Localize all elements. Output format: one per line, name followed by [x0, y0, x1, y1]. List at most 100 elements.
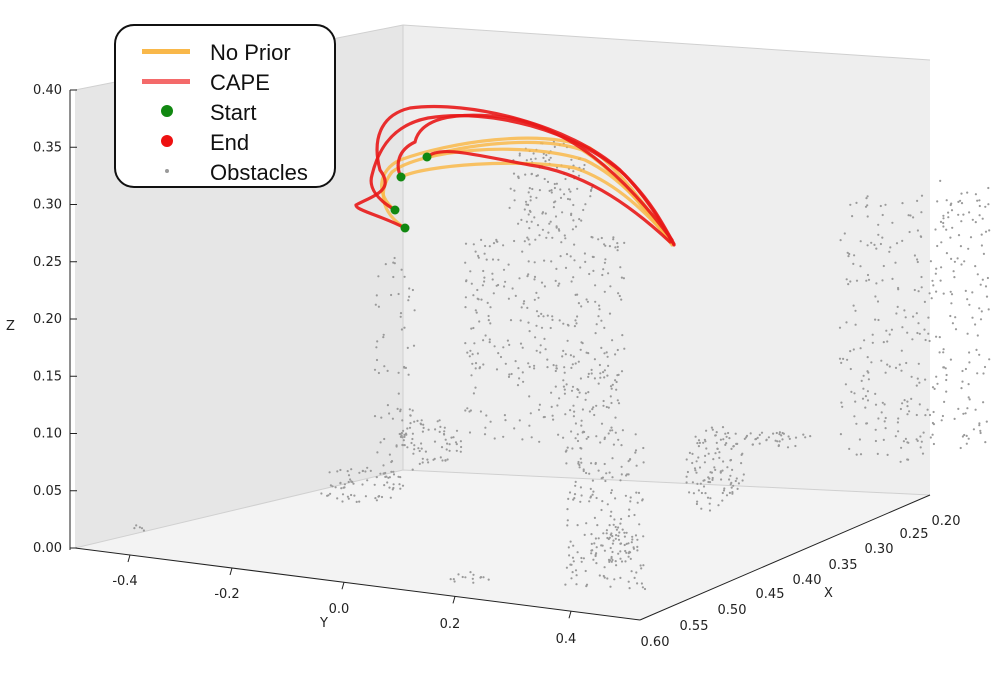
obstacle-point: [346, 470, 349, 473]
obstacle-point: [871, 341, 874, 344]
obstacle-point: [728, 491, 732, 494]
obstacle-point: [954, 328, 958, 331]
obstacle-point: [508, 373, 511, 376]
obstacle-point: [574, 569, 578, 572]
obstacle-point: [328, 471, 331, 474]
obstacle-point: [950, 209, 954, 212]
obstacle-point: [465, 279, 468, 282]
obstacle-point: [854, 323, 857, 326]
obstacle-point: [448, 443, 451, 446]
obstacle-point: [420, 442, 423, 445]
obstacle-point: [472, 243, 475, 246]
obstacle-point: [552, 364, 555, 367]
obstacle-point: [566, 446, 569, 449]
obstacle-point: [598, 308, 601, 311]
x-tick-label: 0.45: [756, 587, 785, 602]
obstacle-point: [695, 502, 699, 506]
obstacle-point: [697, 489, 701, 492]
obstacle-point: [552, 418, 555, 421]
obstacle-point: [487, 314, 490, 318]
obstacle-point: [787, 435, 790, 438]
obstacle-point: [611, 550, 614, 554]
obstacle-point: [880, 411, 883, 414]
obstacle-point: [859, 453, 863, 456]
obstacle-point: [950, 257, 953, 260]
obstacle-point: [716, 447, 719, 450]
obstacle-point: [967, 437, 970, 440]
obstacle-point: [421, 457, 424, 460]
obstacle-point: [916, 260, 919, 264]
obstacle-point: [478, 320, 481, 323]
obstacle-point: [521, 371, 524, 374]
obstacle-point: [529, 210, 532, 213]
obstacle-point: [446, 442, 449, 445]
obstacle-point: [339, 482, 342, 485]
obstacle-point: [409, 414, 412, 417]
obstacle-point: [397, 475, 400, 478]
obstacle-point: [403, 275, 406, 278]
obstacle-point: [809, 435, 812, 438]
obstacle-point: [881, 236, 884, 239]
obstacle-point: [403, 435, 406, 438]
obstacle-point: [409, 422, 412, 425]
obstacle-point: [743, 437, 746, 440]
obstacle-point: [545, 236, 548, 239]
obstacle-point: [355, 500, 358, 503]
obstacle-point: [610, 426, 613, 429]
obstacle-point: [534, 238, 537, 241]
obstacle-point: [966, 191, 969, 194]
obstacle-point: [397, 292, 400, 296]
obstacle-point: [540, 312, 543, 315]
obstacle-point: [729, 483, 732, 486]
obstacle-point: [978, 199, 981, 202]
obstacle-point: [708, 481, 712, 484]
obstacle-point: [698, 466, 702, 469]
obstacle-point: [506, 339, 509, 342]
obstacle-point: [902, 440, 906, 443]
obstacle-point: [880, 359, 883, 362]
obstacle-point: [609, 515, 612, 518]
obstacle-point: [564, 266, 568, 269]
obstacle-point: [959, 446, 962, 450]
obstacle-point: [849, 367, 852, 371]
obstacle-point: [524, 173, 527, 176]
obstacle-point: [407, 373, 410, 376]
obstacle-point: [924, 338, 927, 342]
obstacle-point: [564, 583, 567, 586]
obstacle-point: [709, 497, 712, 500]
obstacle-point: [617, 534, 620, 538]
obstacle-point: [420, 447, 423, 450]
obstacle-point: [334, 486, 337, 489]
trajectories: [354, 104, 676, 247]
obstacle-point: [928, 339, 931, 343]
obstacle-point: [978, 353, 981, 356]
obstacle-point: [725, 494, 729, 497]
obstacle-point: [509, 187, 512, 190]
obstacle-point: [920, 275, 923, 279]
obstacle-point: [615, 564, 618, 567]
obstacle-point: [376, 340, 379, 343]
obstacle-point: [518, 419, 521, 422]
obstacle-point: [341, 500, 344, 503]
obstacle-point: [742, 473, 745, 476]
obstacle-point: [694, 435, 697, 438]
obstacle-point: [700, 507, 703, 510]
obstacle-point: [573, 493, 577, 496]
obstacle-point: [343, 486, 346, 489]
obstacle-point: [440, 446, 444, 449]
obstacle-point: [848, 447, 851, 450]
obstacle-point: [859, 265, 862, 268]
obstacle-point: [882, 341, 885, 344]
obstacle-point: [557, 228, 561, 231]
obstacle-point: [445, 448, 448, 451]
obstacle-point: [520, 218, 523, 221]
obstacle-point: [597, 315, 600, 318]
obstacle-point: [507, 297, 510, 300]
obstacle-point: [722, 438, 725, 441]
obstacle-point: [884, 203, 887, 206]
obstacle-point: [939, 279, 942, 282]
obstacle-point: [390, 293, 393, 297]
obstacle-point: [865, 422, 869, 425]
obstacle-point: [517, 222, 520, 225]
obstacle-point: [641, 586, 645, 589]
